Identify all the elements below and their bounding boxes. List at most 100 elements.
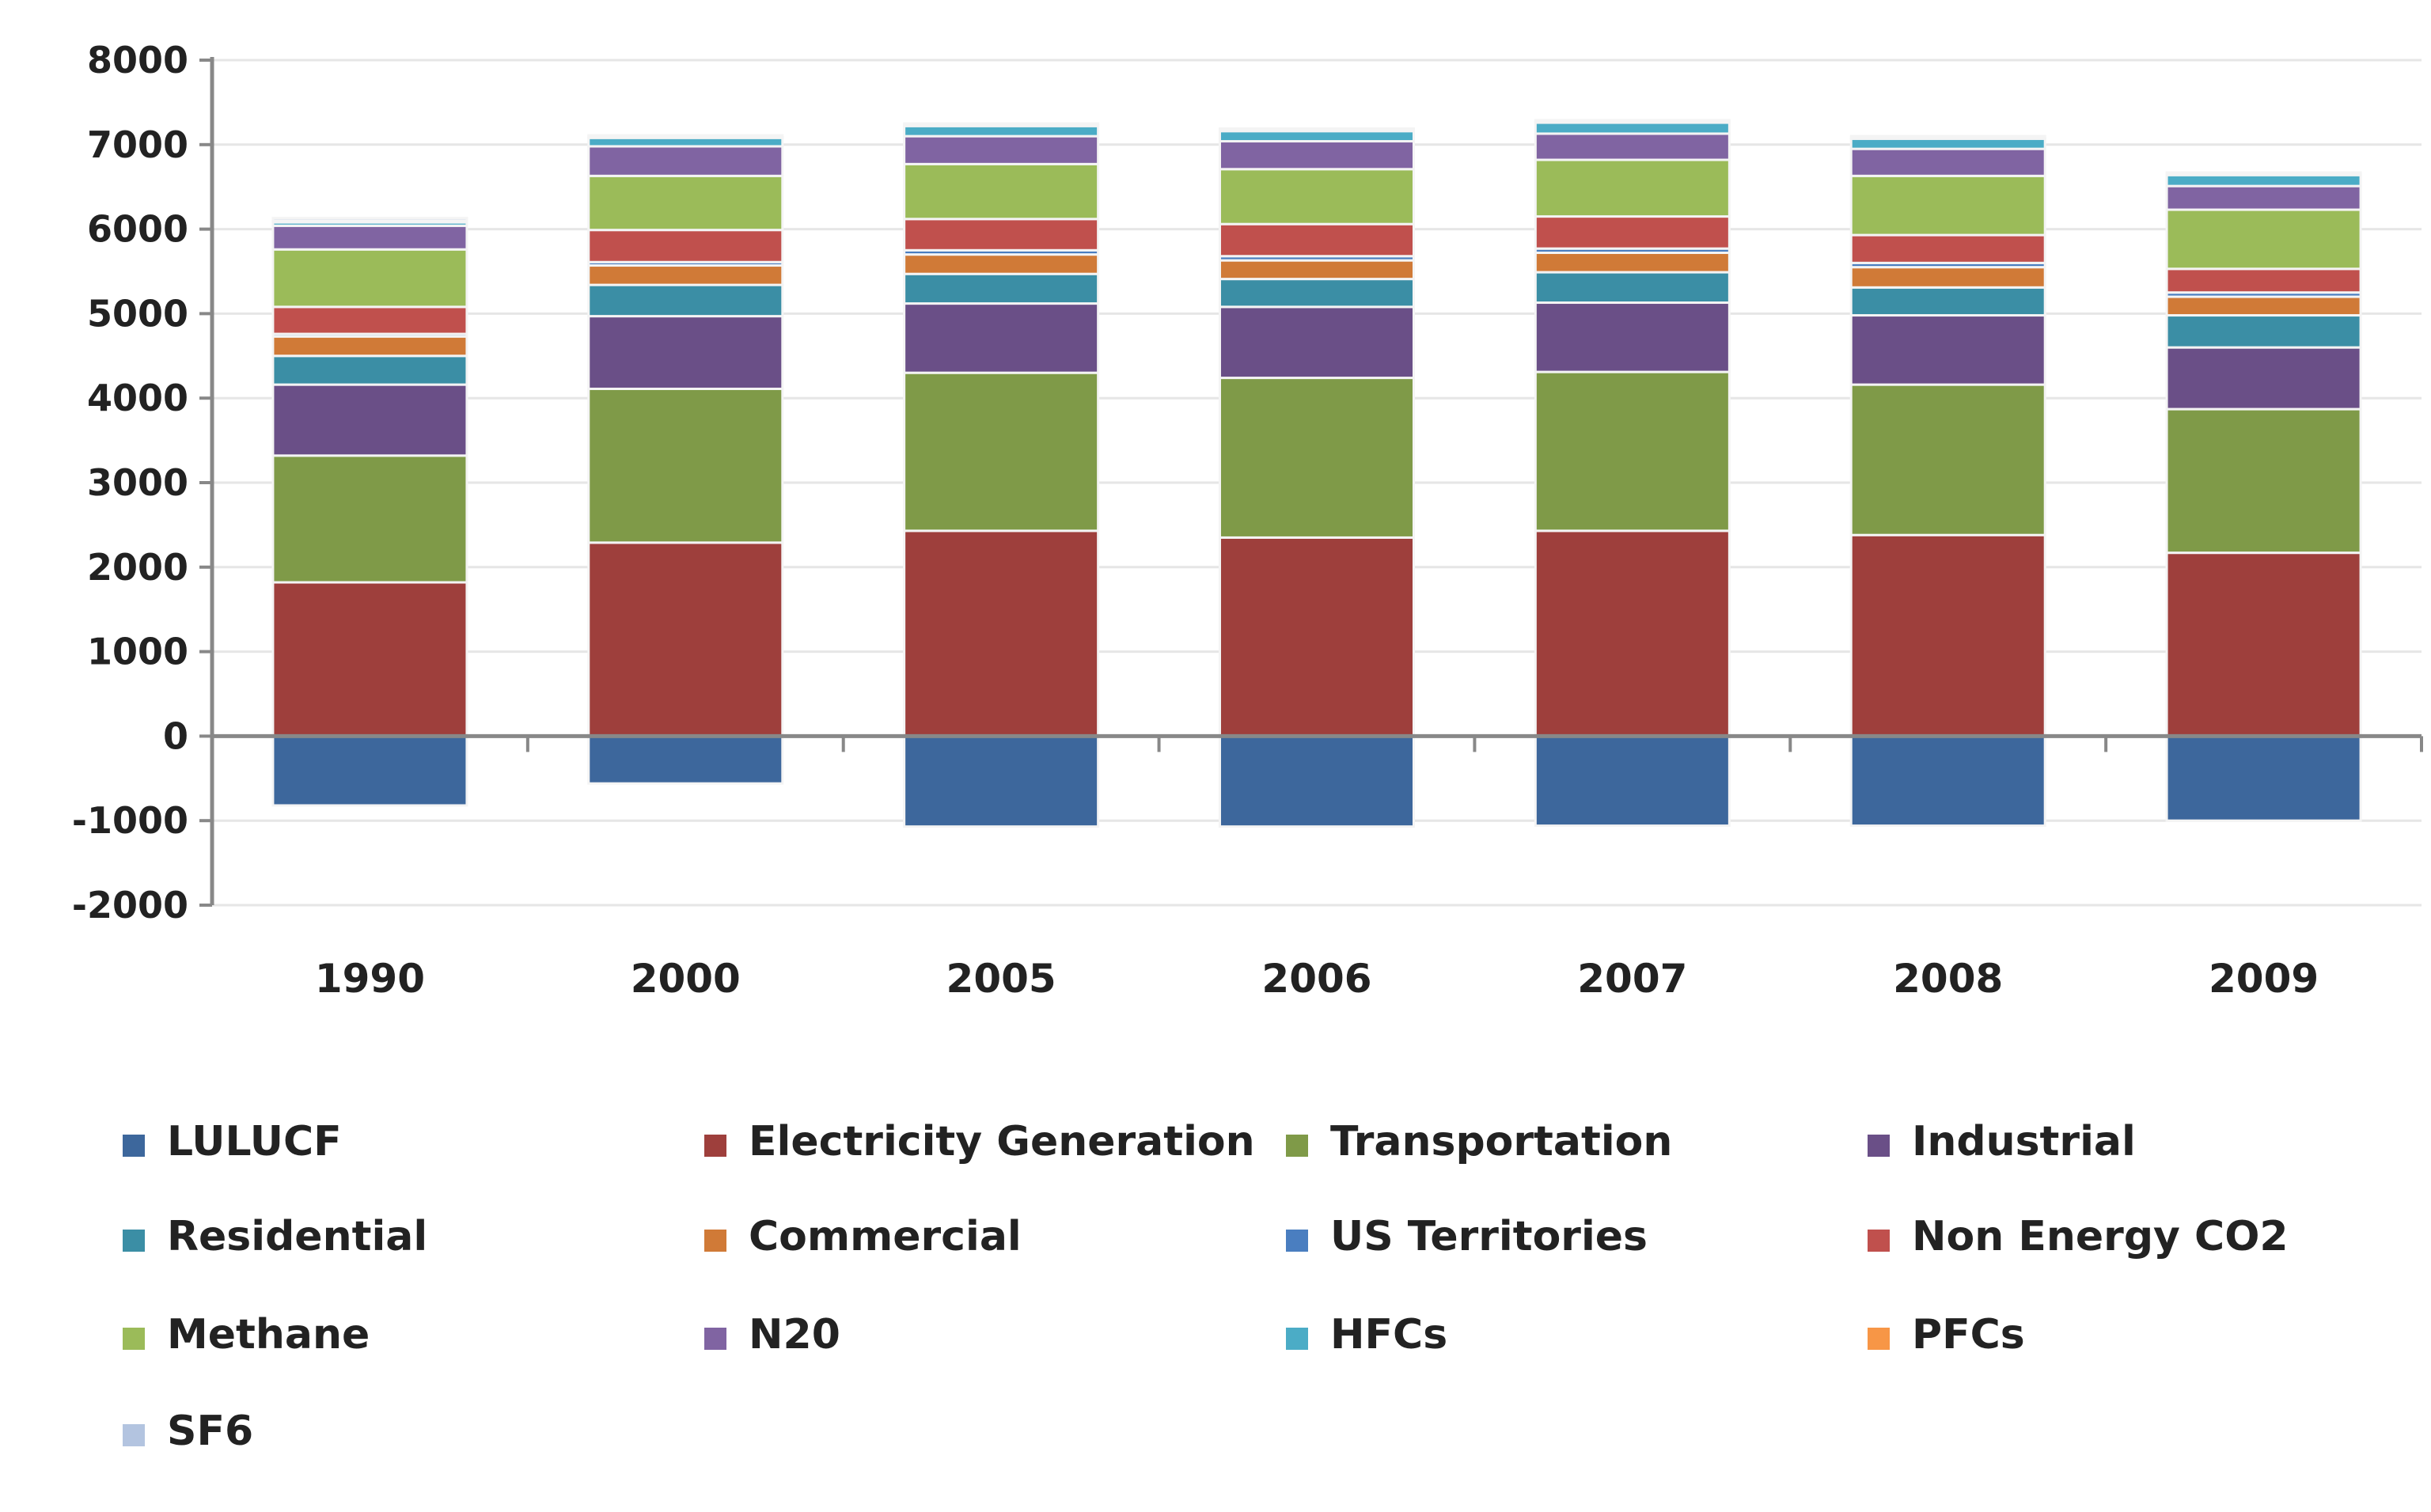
legend-label: PFCs — [1912, 1311, 2025, 1359]
legend-swatch — [1868, 1328, 1890, 1350]
bar-segment-methane-2007 — [1534, 158, 1731, 218]
legend-item: PFCs — [1868, 1311, 2025, 1359]
bar-segment-non-energy-co2-2008 — [1849, 233, 2046, 264]
legend-item: Electricity Generation — [704, 1118, 1255, 1165]
legend-label: Electricity Generation — [749, 1118, 1255, 1165]
bar-segment-n20-2008 — [1849, 147, 2046, 177]
x-tick-label: 2008 — [1893, 956, 2003, 1002]
y-tick-label: 8000 — [87, 39, 188, 81]
bar-segment-electricity-generation-2006 — [1219, 536, 1415, 737]
bar-segment-n20-1990 — [271, 224, 468, 251]
x-tick-label: 2005 — [946, 956, 1056, 1002]
legend-item: US Territories — [1286, 1213, 1648, 1260]
bar-segment-residential-2005 — [903, 272, 1100, 305]
bar-segment-lulucf-1990 — [271, 734, 468, 807]
bar-segment-methane-2008 — [1849, 174, 2046, 237]
legend: LULUCF Electricity Generation Transportati… — [123, 1118, 2289, 1455]
bar-segment-hfcs-2009 — [2165, 173, 2362, 188]
bar-segment-commercial-2000 — [587, 264, 784, 286]
x-tick-label: 2006 — [1261, 956, 1371, 1002]
bar-segment-hfcs-2007 — [1534, 121, 1731, 135]
legend-item: SF6 — [123, 1408, 253, 1455]
bar-segment-commercial-2005 — [903, 253, 1100, 275]
y-tick-label: 4000 — [87, 377, 188, 419]
bar-segment-methane-2006 — [1219, 168, 1415, 225]
legend-swatch — [704, 1135, 726, 1157]
legend-label: SF6 — [167, 1408, 253, 1455]
x-tick-labels: 1990 2000 2005 2006 2007 2008 2009 — [315, 956, 2319, 1002]
y-tick-label: 2000 — [87, 546, 188, 589]
legend-swatch — [123, 1328, 145, 1350]
x-tick-label: 1990 — [315, 956, 425, 1002]
bar-segment-hfcs-2008 — [1849, 137, 2046, 150]
legend-swatch — [1286, 1328, 1308, 1350]
legend-swatch — [123, 1424, 145, 1446]
bar-segment-methane-1990 — [271, 248, 468, 309]
bar-segment-commercial-2009 — [2165, 295, 2362, 317]
y-tick-label: 6000 — [87, 208, 188, 251]
y-tick-label: -2000 — [72, 884, 188, 927]
y-tick-label: 0 — [163, 714, 188, 757]
bar-segment-n20-2005 — [903, 135, 1100, 165]
legend-swatch — [123, 1230, 145, 1252]
legend-label: US Territories — [1330, 1213, 1648, 1260]
bar-segment-electricity-generation-2009 — [2165, 551, 2362, 737]
bar-segment-electricity-generation-2000 — [587, 541, 784, 737]
bar-segment-non-energy-co2-2005 — [903, 218, 1100, 252]
legend-label: HFCs — [1330, 1311, 1447, 1359]
y-tick-label: 1000 — [87, 631, 188, 673]
bar-segment-commercial-2007 — [1534, 252, 1731, 274]
bar-segment-transportation-2005 — [903, 371, 1100, 532]
legend-label: Residential — [167, 1213, 427, 1260]
y-tick-labels: 8000 7000 6000 5000 4000 3000 2000 1000 0 -1000 -2… — [72, 39, 188, 927]
bar-segment-n20-2000 — [587, 145, 784, 177]
bar-segment-transportation-1990 — [271, 454, 468, 584]
bar-segment-industrial-2009 — [2165, 346, 2362, 411]
legend-label: Commercial — [749, 1213, 1022, 1260]
bar-segment-hfcs-2006 — [1219, 130, 1415, 143]
bar-segment-lulucf-2007 — [1534, 734, 1731, 828]
bar-segment-n20-2007 — [1534, 132, 1731, 161]
legend-item: Methane — [123, 1311, 370, 1359]
y-tick-label: 3000 — [87, 461, 188, 504]
bar-segment-sf6-2007 — [1534, 119, 1731, 123]
bar-segment-industrial-2005 — [903, 302, 1100, 374]
legend-swatch — [1868, 1135, 1890, 1157]
bar-segment-electricity-generation-1990 — [271, 581, 468, 737]
bar-segment-industrial-2006 — [1219, 305, 1415, 380]
legend-swatch — [704, 1230, 726, 1252]
bar-segment-electricity-generation-2007 — [1534, 529, 1731, 737]
bar-segment-sf6-2008 — [1849, 135, 2046, 139]
bar-segment-methane-2005 — [903, 162, 1100, 221]
bar-segment-electricity-generation-2005 — [903, 529, 1100, 737]
legend-label: Methane — [167, 1311, 370, 1359]
bar-segment-methane-2009 — [2165, 208, 2362, 271]
bar-segment-sf6-2005 — [903, 122, 1100, 127]
bar-segment-transportation-2000 — [587, 387, 784, 544]
x-tick-label: 2009 — [2209, 956, 2319, 1002]
bar-segment-transportation-2009 — [2165, 407, 2362, 555]
bar-segment-non-energy-co2-2007 — [1534, 215, 1731, 250]
legend-item: Non Energy CO2 — [1868, 1213, 2289, 1260]
legend-item: Industrial — [1868, 1118, 2136, 1165]
bar-segment-industrial-1990 — [271, 383, 468, 457]
y-tick-label: 7000 — [87, 123, 188, 166]
bar-segment-residential-2008 — [1849, 286, 2046, 317]
bar-segment-hfcs-2005 — [903, 124, 1100, 138]
x-tick-label: 2007 — [1577, 956, 1687, 1002]
bar-segment-lulucf-2008 — [1849, 734, 2046, 828]
bar-segment-commercial-2008 — [1849, 266, 2046, 289]
axes — [199, 57, 2423, 907]
bar-segment-electricity-generation-2008 — [1849, 533, 2046, 737]
y-tick-label: 5000 — [87, 292, 188, 335]
bar-segment-industrial-2008 — [1849, 314, 2046, 386]
bar-segment-sf6-2006 — [1219, 127, 1415, 132]
bar-segment-commercial-2006 — [1219, 259, 1415, 281]
bar-segment-non-energy-co2-2006 — [1219, 222, 1415, 258]
legend-swatch — [704, 1328, 726, 1350]
x-tick-label: 2000 — [631, 956, 741, 1002]
bar-segment-methane-2000 — [587, 174, 784, 232]
legend-label: N20 — [749, 1311, 840, 1359]
bar-segment-residential-2009 — [2165, 314, 2362, 349]
